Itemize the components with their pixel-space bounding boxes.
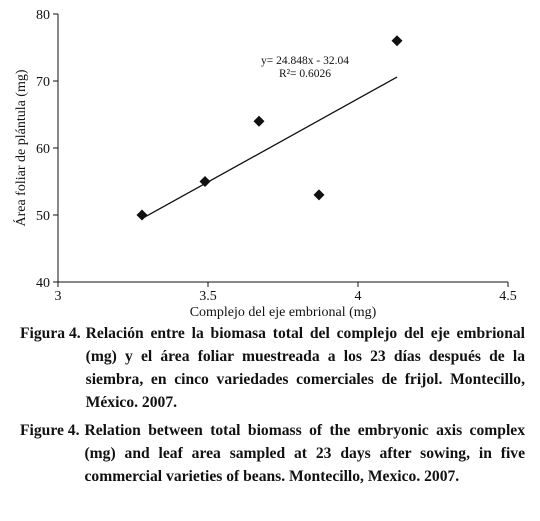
y-tick-label: 40 bbox=[36, 276, 50, 291]
caption-text-spanish: Relación entre la biomasa total del comp… bbox=[85, 325, 525, 411]
data-point-diamond bbox=[199, 176, 211, 187]
y-tick-label: 60 bbox=[36, 142, 50, 157]
y-tick-label: 70 bbox=[36, 75, 50, 90]
figure-caption-spanish: Figura 4. Relación entre la biomasa tota… bbox=[20, 322, 525, 414]
x-tick-label: 3.5 bbox=[199, 289, 217, 304]
data-point-diamond bbox=[136, 209, 148, 221]
trendline bbox=[141, 76, 398, 220]
caption-label-english: Figure 4. bbox=[20, 422, 80, 439]
trendline-equation: y= 24.848x - 32.04 bbox=[261, 55, 349, 67]
caption-text-english: Relation between total biomass of the em… bbox=[84, 422, 525, 485]
y-tick-label: 80 bbox=[36, 8, 50, 23]
figure-caption-english: Figure 4. Relation between total biomass… bbox=[20, 419, 525, 488]
x-axis-title: Complejo del eje embrional (mg) bbox=[190, 305, 377, 320]
data-point-diamond bbox=[391, 35, 403, 47]
y-axis-title: Área foliar de plántula (mg) bbox=[12, 69, 29, 226]
data-point-diamond bbox=[313, 189, 325, 201]
trendline-r-squared: R²= 0.6026 bbox=[279, 68, 331, 80]
data-point-diamond bbox=[253, 115, 265, 127]
x-tick-label: 4.5 bbox=[499, 289, 517, 304]
x-tick-label: 4 bbox=[355, 289, 362, 304]
y-tick-label: 50 bbox=[36, 209, 50, 224]
caption-label-spanish: Figura 4. bbox=[20, 325, 81, 342]
scatter-chart: 40 50 60 70 80 3 3.5 4 4.5 Complejo del eje embri… bbox=[12, 8, 517, 320]
x-tick-label: 3 bbox=[55, 289, 62, 304]
